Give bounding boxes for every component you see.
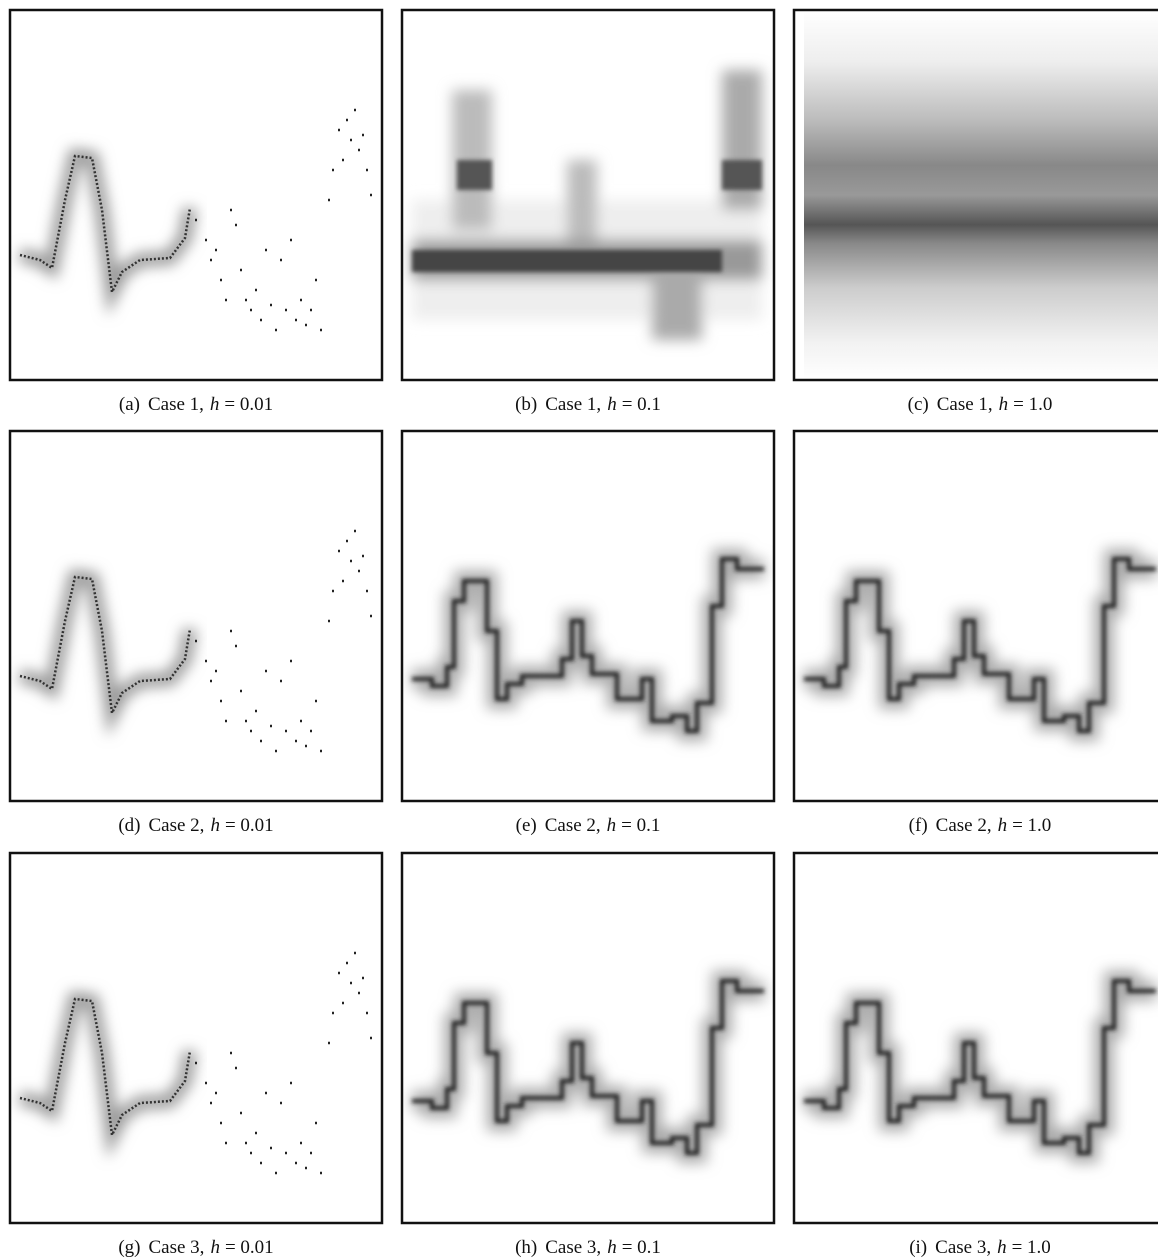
caption-label: (f) [909, 815, 928, 836]
panel: (e) Case 2, h = 0.1 [400, 429, 776, 836]
caption-label: (e) [516, 815, 537, 836]
caption-value: = 0.01 [225, 815, 274, 836]
caption-case: Case 1, [148, 394, 204, 415]
caption-label: (c) [908, 394, 929, 415]
caption-symbol: h [999, 394, 1009, 415]
caption-label: (g) [118, 1237, 140, 1258]
caption-label: (i) [909, 1237, 927, 1258]
panel-image [412, 559, 764, 731]
caption: (b) Case 1, h = 0.1 [515, 394, 661, 415]
panel: (i) Case 3, h = 1.0 [792, 851, 1158, 1258]
panel-image [20, 531, 372, 751]
caption-value: = 0.1 [622, 394, 661, 415]
caption-value: = 0.1 [621, 815, 660, 836]
panel-frame [400, 8, 776, 382]
caption-value: = 1.0 [1012, 815, 1051, 836]
panel-image [20, 110, 372, 330]
panel-frame [400, 429, 776, 803]
caption-case: Case 1, [545, 394, 601, 415]
panel-frame [792, 429, 1158, 803]
panel: (b) Case 1, h = 0.1 [400, 8, 776, 415]
caption: (i) Case 3, h = 1.0 [909, 1237, 1051, 1258]
caption-value: = 0.1 [622, 1237, 661, 1258]
panel-grid: (a) Case 1, h = 0.01 (b) Case 1, h = 0.1 (c) Case… [8, 8, 1158, 1258]
panel-image [20, 953, 372, 1173]
panel-frame [8, 429, 384, 803]
panel-image [412, 981, 764, 1153]
caption-label: (a) [119, 394, 140, 415]
caption-symbol: h [997, 1237, 1007, 1258]
panel: (d) Case 2, h = 0.01 [8, 429, 384, 836]
caption-symbol: h [998, 815, 1008, 836]
panel: (a) Case 1, h = 0.01 [8, 8, 384, 415]
panel: (f) Case 2, h = 1.0 [792, 429, 1158, 836]
panel-frame [792, 851, 1158, 1225]
caption-case: Case 2, [936, 815, 992, 836]
caption-value: = 1.0 [1013, 394, 1052, 415]
caption-label: (h) [515, 1237, 537, 1258]
caption-case: Case 3, [545, 1237, 601, 1258]
caption: (c) Case 1, h = 1.0 [908, 394, 1053, 415]
panel: (g) Case 3, h = 0.01 [8, 851, 384, 1258]
panel-frame [400, 851, 776, 1225]
caption-symbol: h [210, 1237, 220, 1258]
caption-label: (d) [118, 815, 140, 836]
caption-value: = 1.0 [1012, 1237, 1051, 1258]
panel: (c) Case 1, h = 1.0 [792, 8, 1158, 415]
panel-image [804, 981, 1156, 1153]
caption: (g) Case 3, h = 0.01 [118, 1237, 273, 1258]
caption-case: Case 3, [149, 1237, 205, 1258]
caption: (f) Case 2, h = 1.0 [909, 815, 1052, 836]
caption: (e) Case 2, h = 0.1 [516, 815, 661, 836]
caption-value: = 0.01 [225, 1237, 274, 1258]
caption-symbol: h [607, 815, 617, 836]
panel-image [804, 559, 1156, 731]
panel-frame [792, 8, 1158, 382]
panel-image [804, 10, 1158, 380]
panel-frame [8, 8, 384, 382]
caption-case: Case 1, [937, 394, 993, 415]
caption-case: Case 2, [545, 815, 601, 836]
caption-label: (b) [515, 394, 537, 415]
caption-symbol: h [210, 815, 220, 836]
caption: (a) Case 1, h = 0.01 [119, 394, 273, 415]
caption: (h) Case 3, h = 0.1 [515, 1237, 661, 1258]
caption-symbol: h [607, 1237, 617, 1258]
caption-case: Case 2, [149, 815, 205, 836]
panel: (h) Case 3, h = 0.1 [400, 851, 776, 1258]
caption-case: Case 3, [935, 1237, 991, 1258]
caption-value: = 0.01 [224, 394, 273, 415]
caption-symbol: h [210, 394, 220, 415]
caption-symbol: h [607, 394, 617, 415]
panel-frame [8, 851, 384, 1225]
caption: (d) Case 2, h = 0.01 [118, 815, 273, 836]
panel-image [412, 70, 762, 340]
